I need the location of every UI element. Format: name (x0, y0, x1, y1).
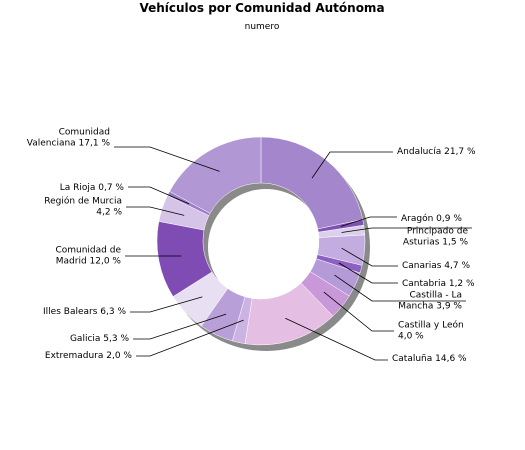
slice-label-line: Extremadura 2,0 % (45, 351, 133, 361)
slice-label: Aragón 0,9 % (401, 213, 462, 224)
slice-label: Extremadura 2,0 % (45, 351, 133, 361)
slice-label-line: Mancha 3,9 % (398, 302, 462, 312)
leader-line (130, 296, 203, 313)
slice-label: Andalucía 21,7 % (397, 147, 476, 157)
leader-line (341, 247, 398, 267)
slice-label: Región de Murcia 4,2 % (44, 196, 122, 218)
leader-line (128, 186, 190, 205)
slice-label: Comunidad de Madrid 12,0 % (55, 246, 121, 267)
slice-label-line: Aragón 0,9 % (401, 213, 462, 224)
slice-label-line: 4,2 % (96, 208, 122, 218)
slice-comunidad-valenciana (169, 136, 262, 214)
leader-line (114, 146, 220, 172)
slice-label-line: Galicia 5,3 % (70, 334, 129, 344)
leader-line (323, 291, 394, 332)
slice-label: Castilla - La Mancha 3,9 % (398, 291, 462, 312)
slice-label-line: La Rioja 0,7 % (60, 183, 125, 193)
slice-label-line: Castilla y León (398, 320, 464, 331)
slice-label-line: Cataluña 14,6 % (392, 354, 467, 364)
leader-line (340, 216, 397, 227)
leader-line (334, 274, 466, 302)
slice-label-line: Illes Balears 6,3 % (43, 307, 126, 317)
leader-line (341, 227, 472, 233)
leader-line (338, 262, 398, 284)
slice-label-line: Cantabria 1,2 % (402, 279, 475, 289)
leader-line (136, 319, 244, 357)
slice-labels: Andalucía 21,7 % Aragón 0,9 % Principado d… (27, 128, 476, 365)
slice-label-line: Madrid 12,0 % (56, 257, 122, 267)
slice-label: Castilla y León 4,0 % (398, 320, 464, 342)
slice-label-line: Castilla - La (409, 291, 462, 301)
chart-title: Vehículos por Comunidad Autónoma (139, 1, 384, 15)
chart-subtitle: numero (245, 22, 280, 32)
slice-label: Galicia 5,3 % (70, 334, 129, 344)
leader-line (311, 151, 393, 179)
slice-label: Principado de Asturias 1,5 % (403, 227, 469, 248)
slice-label: Illes Balears 6,3 % (43, 307, 126, 317)
slice-label: Cataluña 14,6 % (392, 354, 467, 364)
slice-label-line: Andalucía 21,7 % (397, 147, 476, 157)
slice-label: Cantabria 1,2 % (402, 279, 475, 289)
slice-label-line: Asturias 1,5 % (403, 238, 469, 248)
slice-label: Canarias 4,7 % (402, 261, 470, 271)
slice-label-line: Canarias 4,7 % (402, 261, 470, 271)
slice-label-line: Valenciana 17,1 % (27, 139, 111, 149)
slice-label-line: Comunidad (59, 128, 110, 138)
slice-label: Comunidad Valenciana 17,1 % (27, 128, 111, 149)
slice-label-line: Principado de (407, 227, 469, 237)
slice-label-line: 4,0 % (398, 332, 424, 342)
slice-andaluc-a (260, 136, 364, 230)
slice-label-line: Comunidad de (55, 246, 121, 256)
slice-label: La Rioja 0,7 % (60, 183, 125, 193)
donut-slices (156, 136, 366, 346)
leader-line (126, 206, 185, 216)
leader-line (133, 313, 227, 340)
slice-label-line: Región de Murcia (44, 196, 122, 207)
leader-lines (114, 146, 472, 361)
leader-line (285, 317, 388, 361)
